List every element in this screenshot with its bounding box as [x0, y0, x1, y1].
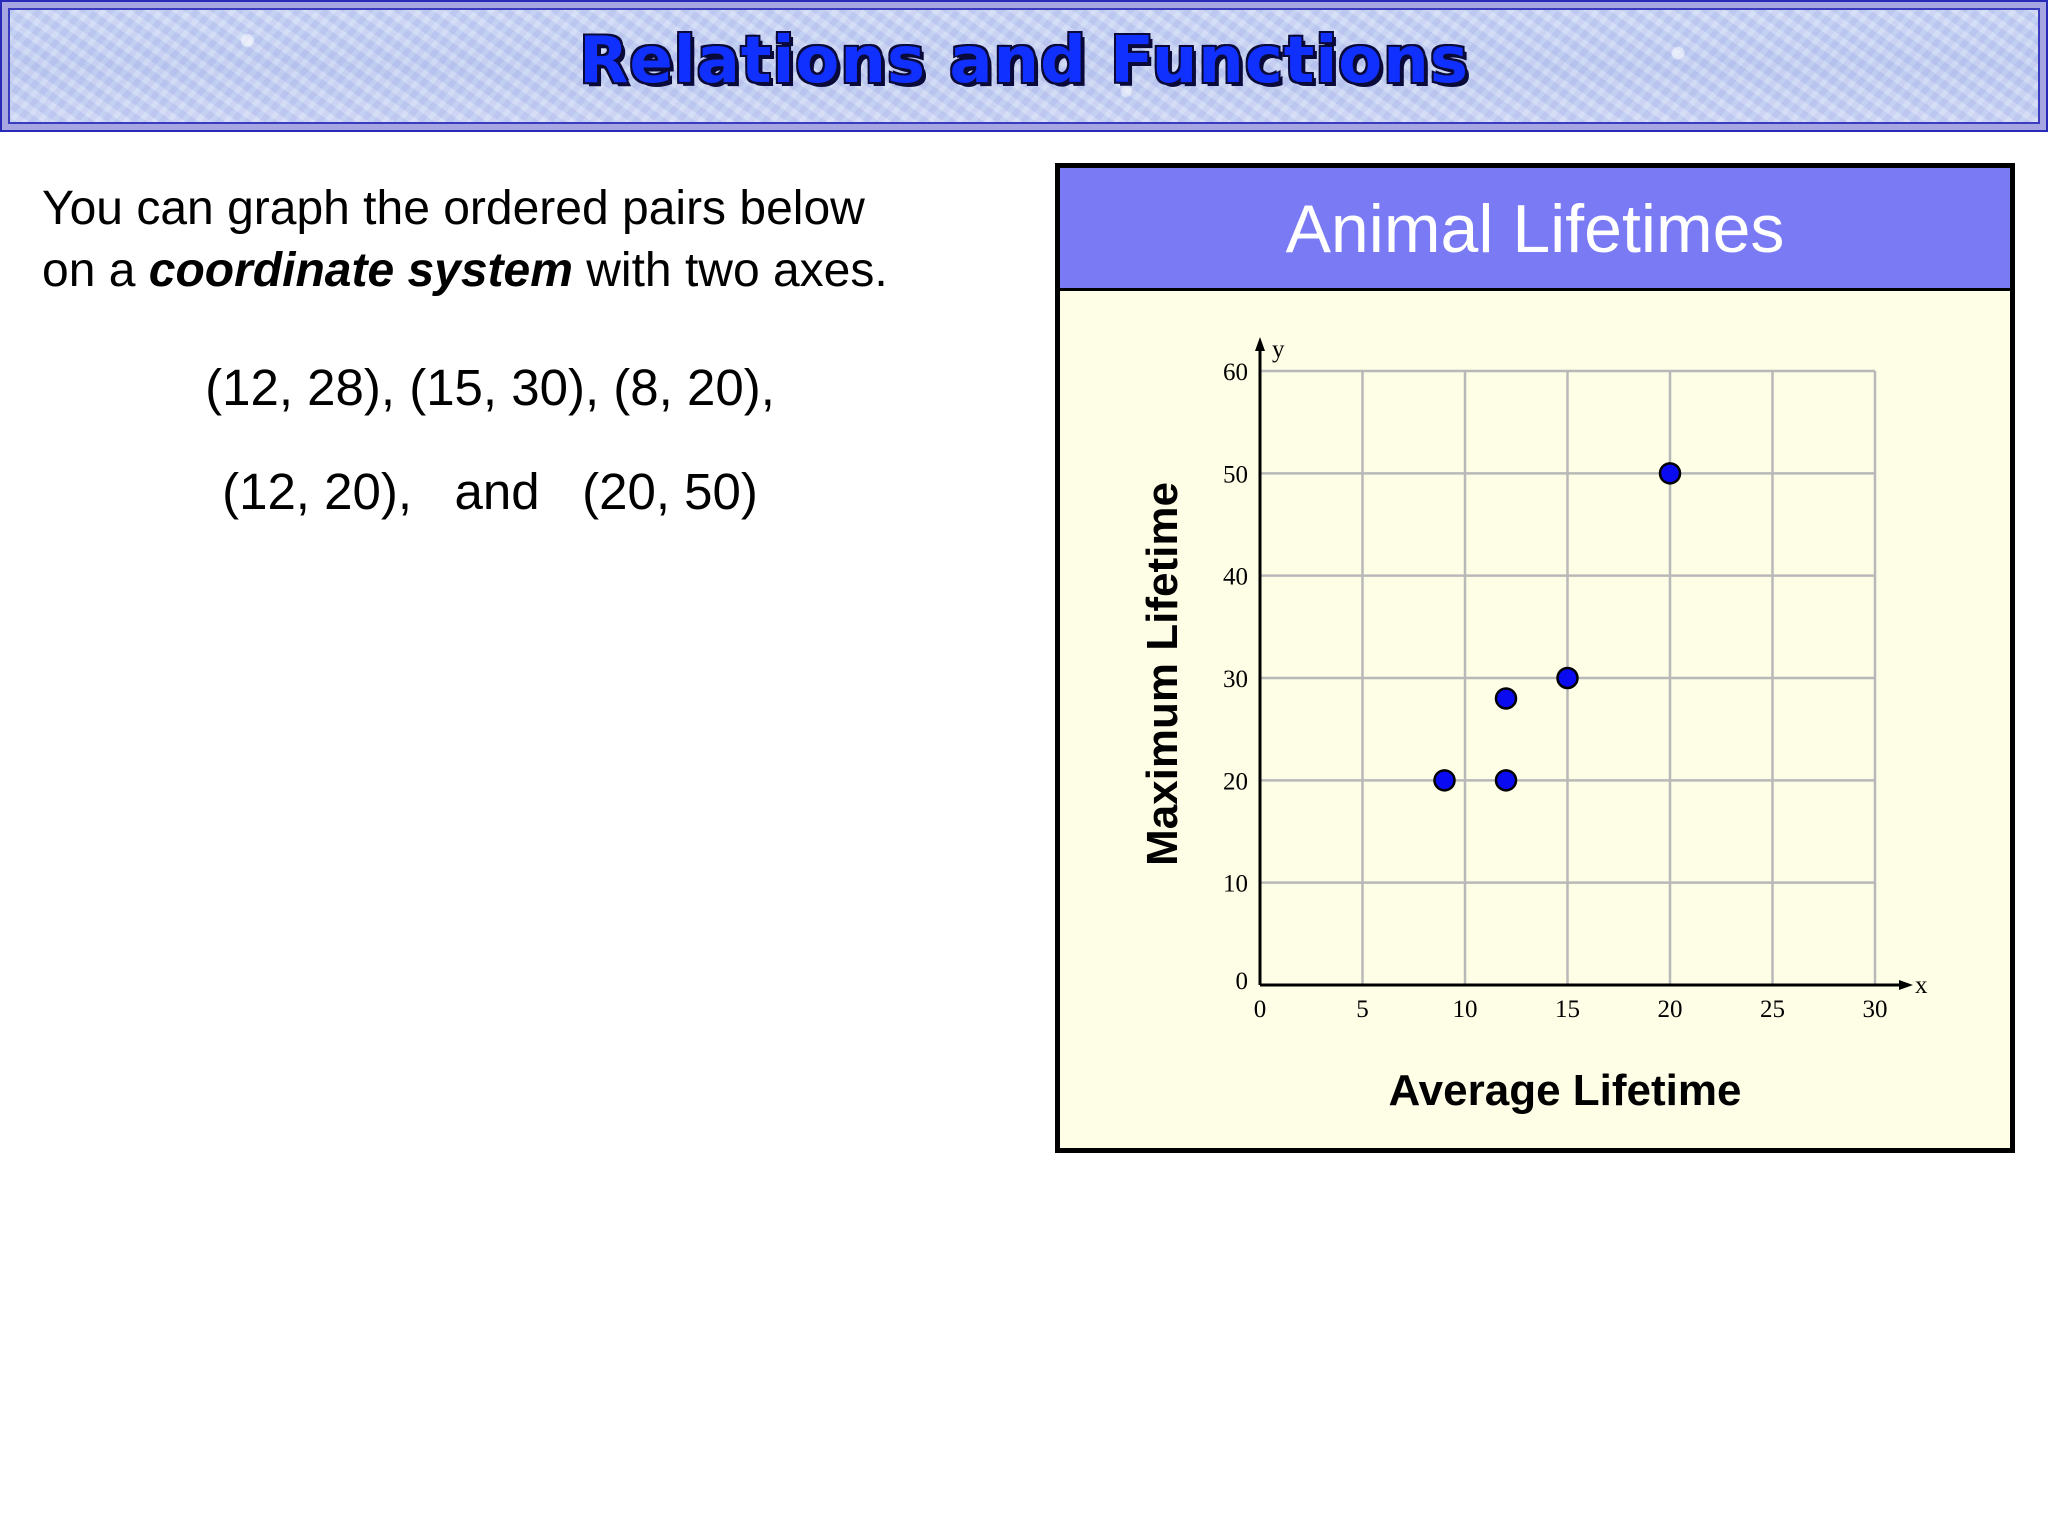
- intro-text: You can graph the ordered pairs below on…: [42, 178, 1002, 302]
- x-tick-label: 20: [1658, 996, 1683, 1023]
- chart-title: Animal Lifetimes: [1285, 191, 1785, 267]
- y-tick-label: 20: [1223, 768, 1248, 795]
- coordinate-system-term: coordinate system: [148, 244, 573, 297]
- axes: xy: [1255, 336, 1928, 999]
- chart-panel: Animal Lifetimes: [1055, 163, 2015, 1153]
- data-points: [1433, 462, 1682, 792]
- data-point: [1658, 462, 1682, 485]
- intro-line-1: You can graph the ordered pairs below: [42, 182, 865, 235]
- x-axis-arrow: [1899, 980, 1913, 990]
- tick-labels: 0 5 10 15 20 25 30 0 10 20 30 40 50 60: [1223, 359, 1888, 1023]
- grid: [1260, 369, 1877, 985]
- title-banner: Relations and Functions: [0, 0, 2048, 132]
- y-axis-arrow: [1255, 337, 1265, 351]
- x-axis-name: x: [1915, 972, 1928, 999]
- x-tick-label: 25: [1760, 996, 1785, 1023]
- intro-line-2: on a coordinate system with two axes.: [42, 240, 1002, 302]
- y-tick-label: 0: [1236, 968, 1249, 995]
- y-tick-label: 10: [1223, 871, 1248, 898]
- x-tick-label: 10: [1453, 996, 1478, 1023]
- data-point: [1494, 687, 1518, 710]
- slide-title: Relations and Functions: [579, 24, 1469, 98]
- ordered-pairs-line-2: (12, 20), and (20, 50): [222, 463, 758, 520]
- data-point: [1494, 769, 1518, 792]
- data-point: [1433, 769, 1456, 792]
- chart-header: Animal Lifetimes: [1060, 168, 2010, 291]
- y-tick-label: 60: [1223, 359, 1248, 386]
- x-axis-label: Average Lifetime: [1388, 1066, 1742, 1115]
- ordered-pairs-line-1: (12, 28), (15, 30), (8, 20),: [205, 359, 775, 416]
- intro-line-2-pre: on a: [42, 244, 149, 297]
- y-tick-label: 30: [1223, 666, 1248, 693]
- x-tick-label: 5: [1356, 996, 1369, 1023]
- x-tick-label: 30: [1863, 996, 1888, 1023]
- y-axis-name: y: [1272, 336, 1285, 363]
- intro-line-2-post: with two axes.: [572, 244, 888, 297]
- y-axis-label: Maximum Lifetime: [1138, 482, 1187, 866]
- y-tick-label: 50: [1223, 461, 1248, 488]
- data-point: [1556, 666, 1579, 690]
- y-tick-label: 40: [1223, 564, 1248, 591]
- x-tick-label: 15: [1555, 996, 1580, 1023]
- x-tick-label: 0: [1254, 996, 1267, 1023]
